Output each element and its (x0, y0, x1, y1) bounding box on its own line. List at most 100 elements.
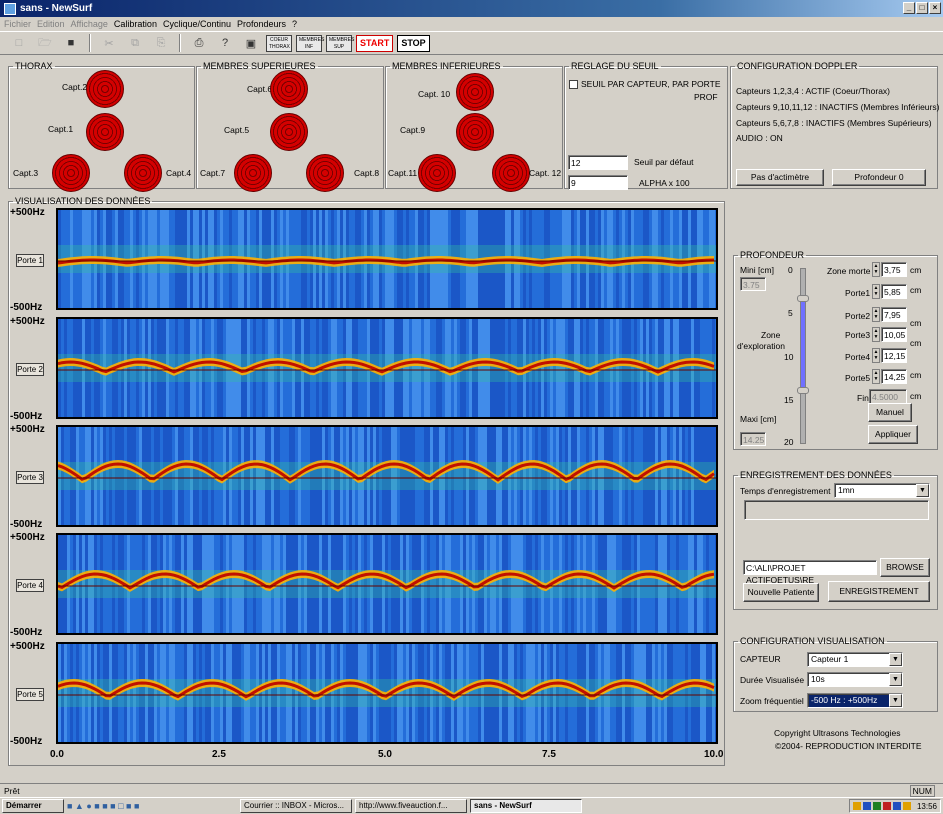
alpha-input[interactable]: 9 (568, 175, 628, 190)
capt3-label: Capt.3 (13, 168, 39, 178)
cut-icon[interactable]: ✂ (104, 37, 114, 50)
sensor-7[interactable] (234, 154, 272, 192)
tray-icon[interactable] (872, 802, 881, 810)
porte5-input[interactable]: 14,25 (881, 369, 907, 384)
task-courrier[interactable]: Courrier :: INBOX - Micros... (240, 799, 352, 813)
maximize-button[interactable]: □ (916, 2, 928, 14)
freq-top-label: +500Hz (10, 532, 45, 543)
task-newsurf[interactable]: sans - NewSurf (470, 799, 582, 813)
close-button[interactable]: × (929, 2, 941, 14)
menu-cyclique[interactable]: Cyclique/Continu (162, 19, 231, 29)
porte4-spinner[interactable]: ▲ ▼ (872, 348, 880, 363)
profondeur-group: PROFONDEUR (733, 250, 938, 450)
task-browser[interactable]: http://www.fiveauction.f... (355, 799, 467, 813)
porte5-spinner[interactable]: ▲ ▼ (872, 369, 880, 384)
copy-icon[interactable]: ⧉ (131, 36, 139, 49)
sensor-1[interactable] (86, 113, 124, 151)
tray-icon[interactable] (882, 802, 891, 810)
porte-label: Porte 2 (16, 363, 44, 376)
sensor-5[interactable] (270, 113, 308, 151)
seuil-default-label: Seuil par défaut (634, 157, 694, 167)
tray-icon[interactable] (852, 802, 861, 810)
sensor-8[interactable] (306, 154, 344, 192)
doppler-line1: Capteurs 1,2,3,4 : ACTIF (Coeur/Thorax) (736, 86, 891, 96)
coeur-thorax-button[interactable]: COEUR THORAX (266, 34, 292, 52)
actimetre-button[interactable]: Pas d'actimètre (736, 169, 824, 186)
context-help-icon[interactable]: ▣ (245, 37, 257, 50)
tray-icon[interactable] (892, 802, 901, 810)
zone-morte-spinner[interactable]: ▲ ▼ (872, 262, 880, 277)
depth-slider-min-thumb[interactable] (797, 295, 809, 302)
menu-edition[interactable]: Edition (37, 19, 65, 29)
porte3-input[interactable]: 10,05 (881, 327, 907, 342)
sensor-4[interactable] (124, 154, 162, 192)
seuil-input[interactable]: 12 (568, 155, 628, 170)
membres-sup-button[interactable]: MEMBRES SUP (326, 34, 354, 52)
depth-slider-range (801, 300, 805, 390)
progress-field (744, 500, 929, 520)
menu-help[interactable]: ? (292, 19, 298, 29)
porte-label: Porte 3 (16, 471, 44, 484)
window-title: sans - NewSurf (20, 3, 93, 14)
sensor-10[interactable] (456, 73, 494, 111)
new-file-icon[interactable]: □ (15, 37, 23, 49)
porte2-spinner[interactable]: ▲ ▼ (872, 307, 880, 322)
sensor-11[interactable] (418, 154, 456, 192)
minimize-button[interactable]: _ (903, 2, 915, 14)
porte1-spinner[interactable]: ▲ ▼ (872, 284, 880, 299)
start-button[interactable]: START (356, 34, 394, 52)
menu-fichier[interactable]: Fichier (4, 19, 32, 29)
porte4-input[interactable]: 12,15 (881, 348, 907, 363)
save-icon[interactable]: ■ (67, 37, 75, 49)
duree-select[interactable]: 10s ▼ (807, 672, 903, 687)
duree-label: Durée Visualisée (740, 675, 805, 685)
stop-button[interactable]: STOP (397, 34, 430, 52)
menu-calibration[interactable]: Calibration (113, 19, 157, 29)
menu-affichage[interactable]: Affichage (70, 19, 108, 29)
browse-button[interactable]: BROWSE (880, 558, 930, 577)
appliquer-button[interactable]: Appliquer (868, 425, 918, 444)
nouvelle-patiente-button[interactable]: Nouvelle Patiente (743, 583, 819, 602)
porte-label: Porte 4 (16, 579, 44, 592)
porte1-input[interactable]: 5,85 (881, 284, 907, 299)
path-input[interactable]: C:\ALI\PROJET ACTIFOETUS\RE (743, 560, 877, 585)
scale-0: 0 (788, 265, 793, 275)
x-tick-1: 2.5 (212, 749, 226, 760)
tray-icon[interactable] (862, 802, 871, 810)
start-menu-button[interactable]: Démarrer (2, 799, 64, 813)
membres-inf-button[interactable]: MEMBRES INF (296, 34, 324, 52)
sensor-9[interactable] (456, 113, 494, 151)
open-folder-icon[interactable]: 🗁 (38, 36, 52, 49)
config-visu-group: CONFIGURATION VISUALISATION (733, 636, 938, 712)
profondeur-legend: PROFONDEUR (740, 250, 805, 260)
sensor-6[interactable] (270, 70, 308, 108)
sensor-2[interactable] (86, 70, 124, 108)
porte4-label: Porte4 (845, 352, 871, 362)
mini-input: 3.75 (740, 277, 766, 291)
zoom-select[interactable]: -500 Hz : +500Hz ▼ (807, 693, 903, 708)
porte3-spinner[interactable]: ▲ ▼ (872, 327, 880, 342)
capteur-select[interactable]: Capteur 1 ▼ (807, 652, 903, 667)
maxi-label: Maxi [cm] (740, 414, 777, 424)
porte2-input[interactable]: 7,95 (881, 307, 907, 322)
tray-icon[interactable] (902, 802, 911, 810)
sensor-12[interactable] (492, 154, 530, 192)
porte1-label: Porte1 (845, 288, 871, 298)
chevron-down-icon: ▼ (889, 673, 902, 686)
sensor-3[interactable] (52, 154, 90, 192)
menu-profondeurs[interactable]: Profondeurs (237, 19, 287, 29)
seuil-checkbox[interactable] (569, 80, 578, 89)
help-icon[interactable]: ? (221, 37, 229, 49)
depth-slider-max-thumb[interactable] (797, 387, 809, 394)
zone-morte-input[interactable]: 3,75 (881, 262, 907, 277)
enregistrement-button[interactable]: ENREGISTREMENT (828, 581, 930, 602)
config-visu-legend: CONFIGURATION VISUALISATION (740, 636, 885, 646)
profondeur-button[interactable]: Profondeur 0 (832, 169, 926, 186)
copyright-line1: Copyright Ultrasons Technologies (774, 728, 901, 738)
print-icon[interactable]: ⎙ (194, 36, 204, 49)
seuil-group: REGLAGE DU SEUIL (564, 61, 728, 189)
paste-icon[interactable]: ⎘ (156, 36, 166, 49)
manuel-button[interactable]: Manuel (868, 403, 912, 422)
freq-top-label: +500Hz (10, 207, 45, 218)
temps-select[interactable]: 1mn ▼ (834, 483, 930, 498)
